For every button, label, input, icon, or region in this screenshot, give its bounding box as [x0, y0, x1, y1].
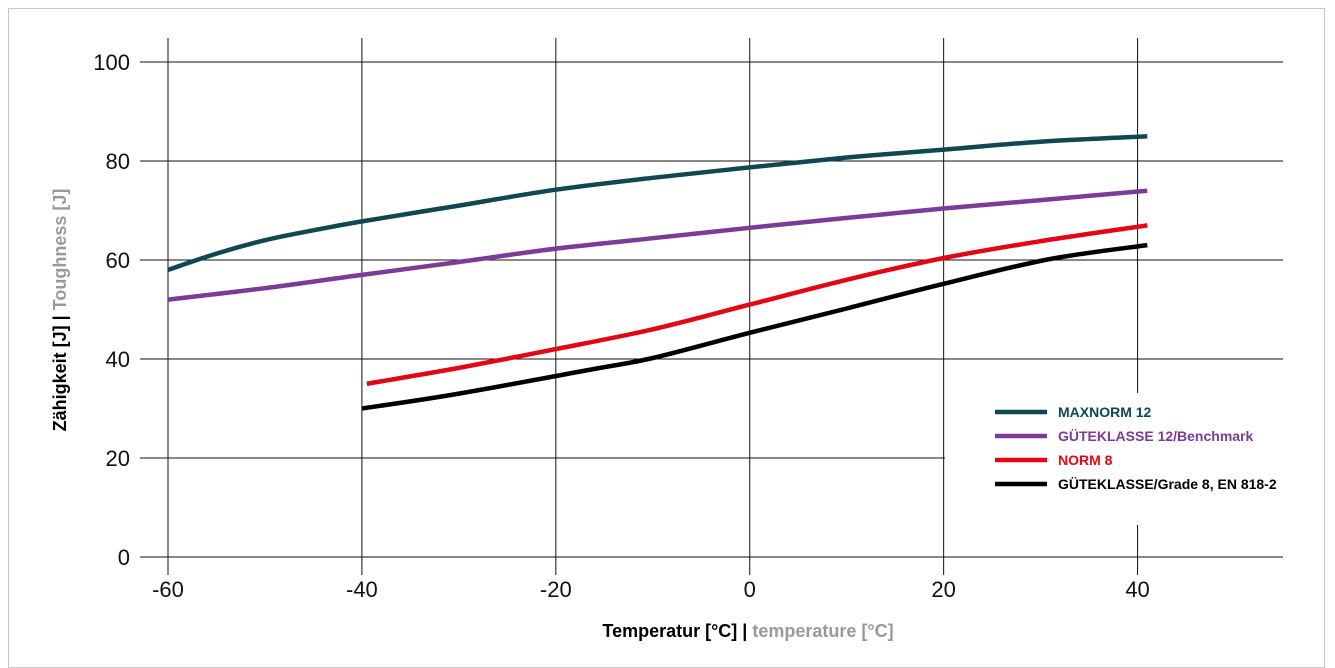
legend-label: GÜTEKLASSE/Grade 8, EN 818-2 — [1058, 476, 1277, 492]
x-tick-label: -40 — [346, 577, 378, 602]
x-axis-title: Temperatur [°C] | temperature [°C] — [602, 621, 893, 641]
x-tick-label: -20 — [540, 577, 572, 602]
legend-label: MAXNORM 12 — [1058, 404, 1152, 420]
legend-label: GÜTEKLASSE 12/Benchmark — [1058, 428, 1253, 444]
legend-label: NORM 8 — [1058, 452, 1113, 468]
y-tick-label: 100 — [93, 50, 130, 75]
x-axis-title-separator: | — [737, 621, 752, 641]
series-line — [361, 242, 1148, 411]
series-lines — [167, 134, 1148, 411]
x-tick-label: 0 — [744, 577, 756, 602]
x-tick-label: 20 — [931, 577, 955, 602]
grid-lines — [140, 38, 1283, 575]
legend: MAXNORM 12 GÜTEKLASSE 12/Benchmark NORM 8 G… — [995, 404, 1277, 492]
x-axis-title-secondary: temperature [°C] — [752, 621, 893, 641]
y-tick-label: 60 — [106, 248, 130, 273]
x-tick-label: 40 — [1125, 577, 1149, 602]
y-tick-label: 0 — [118, 545, 130, 570]
x-axis-title-primary: Temperatur [°C] — [602, 621, 737, 641]
series-line — [167, 188, 1148, 302]
line-chart: -60 -40 -20 0 20 40 0 20 40 60 80 100 MAXNORM 12 GÜ… — [50, 38, 1283, 641]
y-axis-title-separator: | — [50, 310, 70, 325]
y-tick-label: 80 — [106, 149, 130, 174]
y-tick-label: 40 — [106, 347, 130, 372]
y-tick-label: 20 — [106, 446, 130, 471]
x-tick-label: -60 — [152, 577, 184, 602]
x-axis-ticks: -60 -40 -20 0 20 40 — [152, 577, 1150, 602]
series-line — [366, 223, 1148, 387]
y-axis-title: Zähigkeit [J] | Toughness [J] — [50, 189, 70, 432]
series-line — [167, 134, 1148, 273]
y-axis-title-secondary: Toughness [J] — [50, 189, 70, 311]
y-axis-ticks: 0 20 40 60 80 100 — [93, 50, 130, 570]
y-axis-title-primary: Zähigkeit [J] — [50, 325, 70, 431]
